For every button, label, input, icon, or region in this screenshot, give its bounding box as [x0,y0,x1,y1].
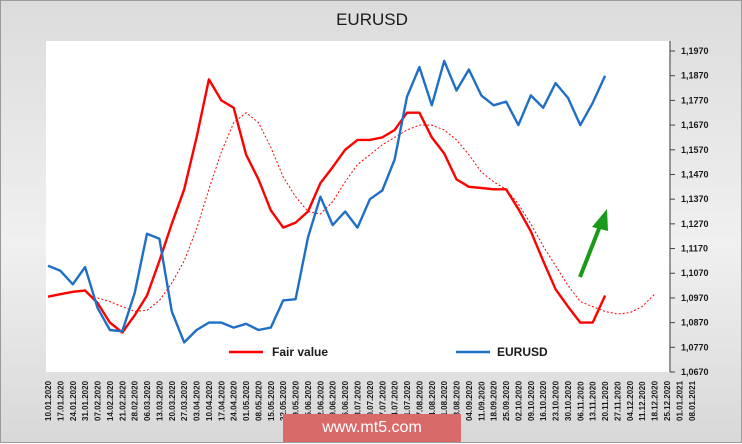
x-tick-label: 20.11.2020 [601,381,610,421]
x-tick-label: 14.02.2020 [106,380,115,421]
x-tick-label: 24.04.2020 [230,380,239,421]
x-tick-label: 08.05.2020 [254,380,263,421]
y-tick-label: 1,1870 [681,71,709,81]
x-tick-label: 13.03.2020 [155,380,164,421]
x-tick-label: 30.10.2020 [564,380,573,421]
x-tick-label: 13.11.2020 [589,381,598,421]
x-tick-label: 21.08.2020 [440,380,449,421]
x-tick-label: 04.09.2020 [465,380,474,421]
x-tick-label: 01.05.2020 [242,380,251,421]
x-tick-label: 07.08.2020 [415,380,424,421]
x-tick-label: 27.03.2020 [180,380,189,421]
x-tick-label: 19.06.2020 [329,380,338,421]
x-tick-label: 24.01.2020 [69,380,78,421]
x-tick-label: 04.12.2020 [626,380,635,421]
y-tick-label: 1,1670 [681,120,709,130]
x-tick-label: 08.01.2021 [688,380,697,421]
legend-label-eurusd: EURUSD [497,345,548,359]
x-tick-label: 28.02.2020 [131,380,140,421]
x-tick-label: 22.05.2020 [279,380,288,421]
x-tick-label: 12.06.2020 [316,380,325,421]
y-tick-label: 1,1270 [681,219,709,229]
x-tick-label: 15.05.2020 [267,380,276,421]
legend-label-fair-value: Fair value [272,345,328,359]
x-tick-label: 10.04.2020 [205,380,214,421]
x-tick-label: 25.12.2020 [663,380,672,421]
series-layer [47,59,655,344]
watermark-banner: www.mt5.com [283,414,461,442]
x-tick-label: 11.12.2020 [638,381,647,421]
x-tick-label: 02.10.2020 [514,380,523,421]
x-tick-label: 10.07.2020 [366,380,375,421]
chart-title: EURUSD [336,10,408,29]
x-tick-label: 07.02.2020 [94,380,103,421]
x-tick-label: 05.06.2020 [304,380,313,421]
x-tick-label: 21.02.2020 [118,380,127,421]
x-tick-label: 29.05.2020 [292,380,301,421]
y-tick-label: 1,0970 [681,293,709,303]
x-tick-label: 06.03.2020 [143,380,152,421]
x-tick-label: 03.07.2020 [354,380,363,421]
x-tick-label: 17.07.2020 [378,380,387,421]
y-tick-label: 1,0770 [681,342,709,352]
y-tick-label: 1,1470 [681,169,709,179]
trend-arrow [578,209,608,278]
x-tick-label: 06.11.2020 [576,381,585,421]
y-tick-label: 1,1170 [681,244,708,254]
series-line-eurusd [47,59,607,344]
x-tick-label: 03.04.2020 [193,380,202,421]
legend: Fair value EURUSD [229,345,548,359]
x-tick-label: 11.09.2020 [477,381,486,421]
y-tick-label: 1,1570 [681,145,709,155]
y-tick-label: 1,1070 [681,268,709,278]
x-tick-label: 10.01.2020 [44,380,53,421]
x-tick-label: 20.03.2020 [168,380,177,421]
plot-area [46,41,669,372]
y-tick-label: 1,1370 [681,194,709,204]
x-tick-label: 17.01.2020 [56,380,65,421]
x-tick-label: 17.04.2020 [217,380,226,421]
x-tick-label: 27.11.2020 [613,381,622,421]
y-tick-label: 1,0670 [681,367,709,377]
x-tick-label: 24.07.2020 [391,380,400,421]
y-tick-label: 1,1770 [681,95,709,105]
y-axis: 1,0670 1,0770 1,0870 1,0970 1,1070 1,1170 1,12… [670,46,709,377]
y-tick-label: 1,0870 [681,318,709,328]
x-tick-label: 18.12.2020 [651,380,660,421]
x-tick-label: 31.01.2020 [81,380,90,421]
x-tick-label: 01.01.2021 [675,380,684,421]
trend-arrow-shaft [578,225,602,278]
x-tick-label: 23.10.2020 [552,380,561,421]
x-tick-label: 28.08.2020 [453,380,462,421]
x-axis: 10.01.2020 17.01.2020 24.01.2020 31.01.2020… [44,380,697,421]
y-tick-label: 1,1970 [681,46,709,56]
x-tick-label: 18.09.2020 [490,380,499,421]
x-tick-label: 09.10.2020 [527,380,536,421]
x-tick-label: 16.10.2020 [539,380,548,421]
x-tick-label: 25.09.2020 [502,380,511,421]
x-tick-label: 26.06.2020 [341,380,350,421]
x-tick-label: 14.08.2020 [428,380,437,421]
x-tick-label: 31.07.2020 [403,380,412,421]
series-line-fair-value [47,78,607,334]
trend-arrow-head [592,209,608,231]
